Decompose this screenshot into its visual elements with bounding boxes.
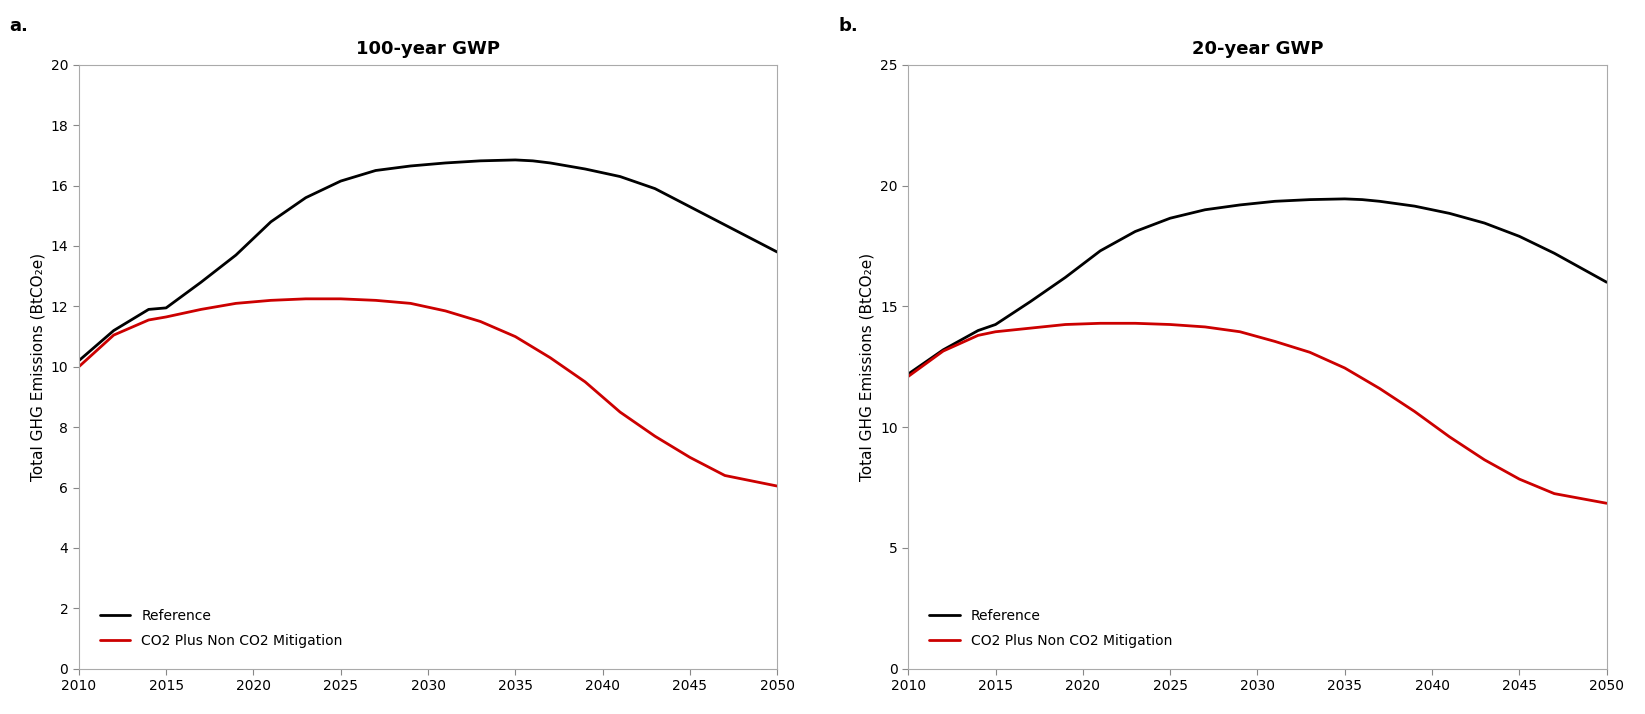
CO2 Plus Non CO2 Mitigation bbox=[985, 328, 1005, 336]
CO2 Plus Non CO2 Mitigation bbox=[1091, 319, 1110, 328]
Reference bbox=[1020, 297, 1040, 306]
Reference bbox=[1545, 249, 1564, 258]
Reference bbox=[1439, 209, 1459, 218]
Reference bbox=[262, 218, 281, 226]
Reference bbox=[645, 184, 665, 193]
CO2 Plus Non CO2 Mitigation bbox=[969, 331, 989, 340]
Reference bbox=[716, 221, 735, 229]
Reference bbox=[505, 156, 525, 164]
Reference bbox=[138, 305, 158, 313]
Reference bbox=[1510, 232, 1530, 241]
CO2 Plus Non CO2 Mitigation bbox=[191, 305, 211, 313]
CO2 Plus Non CO2 Mitigation bbox=[262, 296, 281, 305]
Reference bbox=[610, 172, 630, 181]
CO2 Plus Non CO2 Mitigation bbox=[1160, 320, 1179, 328]
CO2 Plus Non CO2 Mitigation bbox=[225, 299, 245, 308]
CO2 Plus Non CO2 Mitigation bbox=[716, 471, 735, 480]
Reference bbox=[225, 251, 245, 259]
CO2 Plus Non CO2 Mitigation bbox=[1510, 475, 1530, 483]
Reference bbox=[1230, 201, 1250, 209]
CO2 Plus Non CO2 Mitigation bbox=[401, 299, 421, 308]
Reference bbox=[679, 203, 699, 211]
Reference bbox=[1160, 214, 1179, 223]
CO2 Plus Non CO2 Mitigation bbox=[1125, 319, 1145, 328]
CO2 Plus Non CO2 Mitigation bbox=[436, 306, 456, 315]
CO2 Plus Non CO2 Mitigation bbox=[679, 453, 699, 462]
Reference bbox=[365, 166, 385, 175]
CO2 Plus Non CO2 Mitigation bbox=[933, 347, 952, 356]
Reference bbox=[1474, 218, 1494, 227]
CO2 Plus Non CO2 Mitigation bbox=[1474, 456, 1494, 464]
CO2 Plus Non CO2 Mitigation bbox=[296, 295, 316, 303]
Legend: Reference, CO2 Plus Non CO2 Mitigation: Reference, CO2 Plus Non CO2 Mitigation bbox=[915, 595, 1186, 662]
Legend: Reference, CO2 Plus Non CO2 Mitigation: Reference, CO2 Plus Non CO2 Mitigation bbox=[86, 595, 357, 662]
Reference bbox=[296, 193, 316, 202]
CO2 Plus Non CO2 Mitigation bbox=[156, 313, 176, 321]
Y-axis label: Total GHG Emissions (BtCO₂e): Total GHG Emissions (BtCO₂e) bbox=[30, 253, 44, 481]
Reference bbox=[767, 248, 786, 256]
Line: Reference: Reference bbox=[79, 160, 776, 361]
CO2 Plus Non CO2 Mitigation bbox=[104, 331, 123, 339]
CO2 Plus Non CO2 Mitigation bbox=[1597, 499, 1617, 508]
Reference bbox=[576, 165, 595, 174]
CO2 Plus Non CO2 Mitigation bbox=[331, 295, 350, 303]
CO2 Plus Non CO2 Mitigation bbox=[1545, 489, 1564, 498]
CO2 Plus Non CO2 Mitigation bbox=[1300, 348, 1319, 356]
Reference bbox=[1370, 197, 1390, 206]
CO2 Plus Non CO2 Mitigation bbox=[1370, 384, 1390, 393]
CO2 Plus Non CO2 Mitigation bbox=[898, 372, 918, 381]
CO2 Plus Non CO2 Mitigation bbox=[1230, 328, 1250, 336]
CO2 Plus Non CO2 Mitigation bbox=[365, 296, 385, 305]
Text: b.: b. bbox=[839, 16, 859, 34]
CO2 Plus Non CO2 Mitigation bbox=[1196, 323, 1216, 331]
Reference bbox=[985, 320, 1005, 328]
Reference bbox=[104, 326, 123, 335]
Reference bbox=[540, 159, 559, 167]
CO2 Plus Non CO2 Mitigation bbox=[505, 332, 525, 341]
CO2 Plus Non CO2 Mitigation bbox=[767, 482, 786, 491]
Line: CO2 Plus Non CO2 Mitigation: CO2 Plus Non CO2 Mitigation bbox=[79, 299, 776, 486]
Line: CO2 Plus Non CO2 Mitigation: CO2 Plus Non CO2 Mitigation bbox=[908, 323, 1607, 503]
Reference bbox=[69, 356, 89, 365]
Reference bbox=[1056, 273, 1076, 282]
CO2 Plus Non CO2 Mitigation bbox=[1334, 363, 1354, 372]
Reference bbox=[933, 346, 952, 354]
Text: a.: a. bbox=[8, 16, 28, 34]
Reference bbox=[1597, 278, 1617, 286]
Reference bbox=[1091, 246, 1110, 255]
Reference bbox=[401, 161, 421, 170]
Reference bbox=[1265, 197, 1285, 206]
Reference bbox=[191, 278, 211, 286]
CO2 Plus Non CO2 Mitigation bbox=[470, 317, 490, 326]
CO2 Plus Non CO2 Mitigation bbox=[540, 353, 559, 362]
CO2 Plus Non CO2 Mitigation bbox=[1265, 337, 1285, 346]
Reference bbox=[1334, 195, 1354, 203]
Title: 100-year GWP: 100-year GWP bbox=[355, 40, 500, 58]
Reference bbox=[898, 370, 918, 378]
Title: 20-year GWP: 20-year GWP bbox=[1191, 40, 1323, 58]
Y-axis label: Total GHG Emissions (BtCO₂e): Total GHG Emissions (BtCO₂e) bbox=[860, 253, 875, 481]
CO2 Plus Non CO2 Mitigation bbox=[138, 316, 158, 324]
Reference bbox=[470, 156, 490, 165]
CO2 Plus Non CO2 Mitigation bbox=[1056, 320, 1076, 328]
Reference bbox=[331, 177, 350, 186]
Reference bbox=[1300, 196, 1319, 204]
CO2 Plus Non CO2 Mitigation bbox=[645, 432, 665, 441]
CO2 Plus Non CO2 Mitigation bbox=[610, 408, 630, 416]
Reference bbox=[1405, 202, 1425, 211]
CO2 Plus Non CO2 Mitigation bbox=[1439, 433, 1459, 441]
Reference bbox=[1196, 206, 1216, 214]
CO2 Plus Non CO2 Mitigation bbox=[576, 378, 595, 386]
CO2 Plus Non CO2 Mitigation bbox=[69, 363, 89, 371]
Line: Reference: Reference bbox=[908, 199, 1607, 374]
Reference bbox=[436, 159, 456, 167]
Reference bbox=[1125, 227, 1145, 236]
Reference bbox=[1352, 196, 1372, 204]
CO2 Plus Non CO2 Mitigation bbox=[1020, 324, 1040, 333]
CO2 Plus Non CO2 Mitigation bbox=[1405, 407, 1425, 416]
Reference bbox=[156, 303, 176, 312]
Reference bbox=[969, 326, 989, 335]
Reference bbox=[523, 156, 543, 165]
